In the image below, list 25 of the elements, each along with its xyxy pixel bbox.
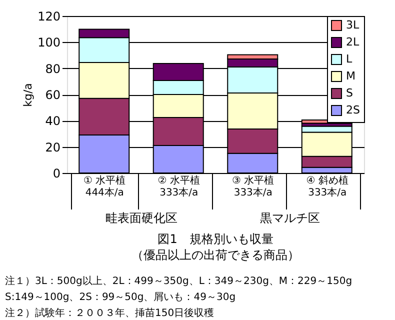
legend-label: 2S xyxy=(346,104,360,116)
y-tick-label: 120 xyxy=(38,10,60,24)
text: 注１）3L：500g以上、2L：499～350g、L：349～230g、M：229～150g xyxy=(5,275,352,287)
y-tick-label: 100 xyxy=(38,36,60,50)
y-tick-label: 40 xyxy=(45,114,60,128)
text: S:149～100g、2S：99～50g、屑いも：49～30g xyxy=(5,292,236,303)
x-tick-label: ② 水平植 333本/a xyxy=(158,174,200,198)
legend-label: M xyxy=(346,70,356,82)
legend-label: 2L xyxy=(346,36,360,48)
x-tick-label: ④ 斜め植 333本/a xyxy=(306,174,348,198)
text: 畦表面硬化区 xyxy=(105,211,178,225)
x-tick-label: ① 水平植 444本/a xyxy=(84,174,126,198)
y-tick-label: 60 xyxy=(45,88,60,102)
y-tick-label: 80 xyxy=(45,62,60,76)
legend-label: 3L xyxy=(346,18,360,32)
legend-label: L xyxy=(346,52,353,66)
text: 黒マルチ区 xyxy=(260,211,320,225)
y-tick-label: 0 xyxy=(52,166,60,180)
y-tick-label: 20 xyxy=(45,140,60,154)
text: （優品以上の出荷できる商品） xyxy=(132,248,300,262)
legend-label: S xyxy=(346,86,353,100)
text: 注２）試験年：２００３年、挿苗150日後収穫 xyxy=(5,307,214,319)
x-tick-label: ③ 水平植 333本/a xyxy=(232,174,274,198)
y-axis-title: kg/a xyxy=(22,83,35,107)
text: 図1 規格別いも収量 xyxy=(158,232,274,246)
